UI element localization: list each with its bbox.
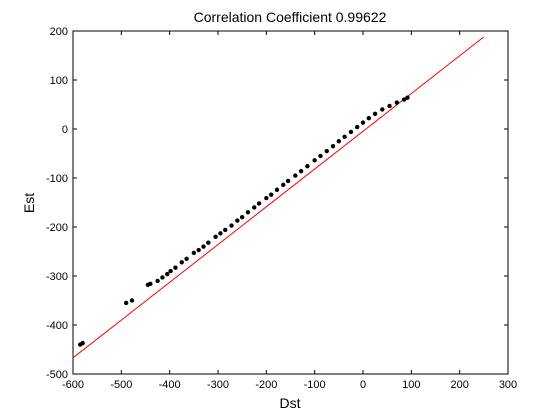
data-point (342, 134, 347, 140)
data-point (129, 298, 135, 303)
data-point (330, 143, 336, 149)
y-tick-label: -300 (46, 271, 68, 283)
data-point (281, 182, 286, 188)
data-point (394, 100, 400, 105)
data-point (312, 158, 317, 163)
reference-line (72, 36, 485, 359)
data-point (256, 201, 262, 206)
y-tick-label: 100 (50, 75, 68, 87)
data-point (268, 192, 274, 197)
y-axis-label: Est (21, 193, 37, 213)
x-tick-label: -500 (110, 379, 132, 391)
data-point (191, 250, 197, 256)
x-tick-label: 100 (402, 379, 420, 391)
data-point (348, 129, 354, 135)
data-point (264, 195, 269, 201)
data-point (239, 215, 245, 220)
data-point (293, 173, 298, 178)
y-tick-label: 200 (50, 26, 68, 38)
data-point (196, 247, 201, 253)
data-point (229, 223, 234, 228)
data-point (380, 107, 385, 112)
y-tick-label: -500 (46, 369, 68, 381)
data-point (405, 95, 410, 100)
x-tick-label: -200 (255, 379, 277, 391)
reference-line-layer (72, 36, 485, 359)
y-tick-label: -400 (46, 320, 68, 332)
plot-area (72, 30, 509, 375)
data-point (318, 153, 323, 159)
x-tick-label: 300 (499, 379, 517, 391)
x-tick-label: 200 (450, 379, 468, 391)
data-point (155, 278, 160, 284)
data-point (179, 260, 184, 265)
data-point (336, 139, 342, 144)
data-point (305, 164, 310, 169)
x-tick-label: -400 (159, 379, 181, 391)
data-point (355, 124, 360, 130)
data-point (218, 231, 223, 236)
data-point (160, 275, 165, 280)
data-point (387, 103, 392, 109)
x-tick-label: -600 (62, 379, 84, 391)
y-tick-label: -200 (46, 222, 68, 234)
data-point (366, 116, 371, 121)
data-point (165, 271, 170, 277)
data-point (123, 300, 129, 306)
data-point (201, 244, 206, 249)
x-tick-label: 0 (360, 379, 366, 391)
data-point (245, 210, 251, 215)
data-point (80, 340, 85, 346)
data-point (223, 227, 228, 233)
data-point (274, 187, 280, 192)
data-point (252, 205, 257, 210)
chart-title: Correlation Coefficient 0.99622 (194, 9, 387, 25)
y-tick-label: -100 (46, 173, 68, 185)
data-points-layer (78, 95, 410, 347)
data-point (372, 111, 378, 117)
data-point (235, 218, 240, 223)
data-point (148, 281, 153, 287)
data-point (168, 268, 173, 274)
y-tick-label: 0 (62, 124, 68, 136)
x-axis-label: Dst (280, 395, 301, 411)
data-point (298, 168, 304, 174)
data-point (213, 234, 218, 239)
x-tick-label: -100 (304, 379, 326, 391)
x-tick-label: -300 (207, 379, 229, 391)
data-point (360, 120, 366, 125)
data-point (401, 97, 407, 102)
data-point (324, 148, 329, 154)
data-point (285, 178, 291, 184)
data-point (184, 256, 189, 262)
data-point (173, 265, 178, 270)
data-point (206, 240, 211, 245)
axis-ticks: -600 -500 -400 -300 -200 -100 0 100 200 300-500-4… (46, 26, 517, 391)
